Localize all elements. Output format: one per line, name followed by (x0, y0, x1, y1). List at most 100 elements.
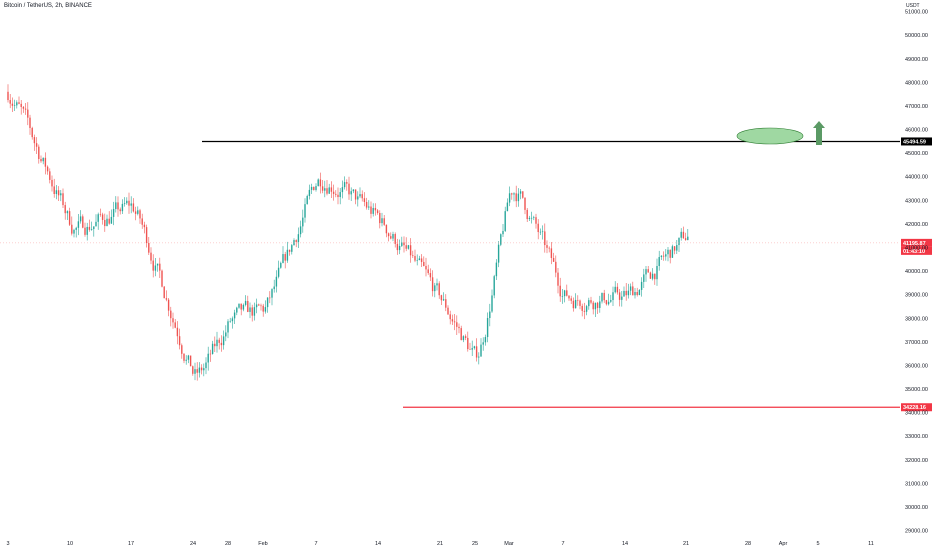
candle-body (214, 343, 216, 347)
time-tick-label: 10 (67, 541, 73, 547)
candle-body (280, 262, 282, 268)
candle-body (27, 109, 29, 118)
price-tick-label: 29000.00 (905, 529, 928, 535)
candle-body (605, 300, 608, 305)
candle-body (548, 247, 550, 249)
support-price-label-bg (901, 403, 932, 412)
candle-body (189, 355, 192, 367)
candle-body (645, 269, 647, 275)
candle-body (524, 197, 526, 210)
candle-body (610, 300, 612, 302)
candle-body (216, 339, 218, 347)
candle-body (304, 204, 306, 218)
up-arrow-icon[interactable] (813, 121, 825, 145)
candle-body (453, 321, 456, 323)
candle-body (539, 231, 542, 233)
time-tick-label: 28 (225, 541, 231, 547)
candle-body (614, 286, 616, 293)
time-tick-label: Mar (504, 541, 514, 547)
candle-body (71, 224, 73, 234)
candle-body (381, 218, 383, 224)
candle-body (143, 224, 146, 228)
candle-body (18, 102, 20, 104)
candle-body (77, 221, 80, 228)
candle-body (346, 182, 348, 184)
candle-body (482, 342, 484, 345)
candle-body (517, 193, 520, 202)
candle-body (174, 322, 176, 328)
candle-body (46, 166, 49, 172)
candle-body (249, 307, 251, 312)
candle-body (634, 292, 636, 296)
candle-body (374, 207, 377, 211)
candle-body (262, 305, 264, 312)
candle-body (233, 312, 236, 319)
candle-body (255, 304, 258, 308)
candle-body (592, 302, 594, 310)
candle-body (546, 245, 548, 248)
target-ellipse[interactable] (736, 127, 804, 145)
candle-body (24, 108, 27, 110)
candle-body (86, 226, 88, 235)
candle-body (515, 193, 517, 202)
price-tick-label: 49000.00 (905, 57, 928, 63)
candle-body (137, 210, 139, 214)
candle-body (44, 157, 47, 167)
candle-body (73, 229, 75, 234)
candle-body (172, 318, 174, 323)
candle-body (273, 286, 275, 290)
candle-body (108, 218, 110, 224)
candle-body (423, 261, 425, 266)
candle-body (462, 336, 465, 341)
candle-body (607, 301, 610, 305)
candle-body (636, 292, 638, 296)
candle-body (66, 211, 69, 214)
candle-body (152, 260, 154, 271)
candle-body (209, 353, 212, 355)
candle-body (244, 300, 247, 305)
candle-body (297, 234, 300, 242)
candle-body (497, 244, 500, 263)
candle-body (561, 296, 564, 297)
candle-body (478, 356, 480, 358)
candle-body (350, 191, 352, 195)
candle-body (535, 217, 537, 224)
candle-body (557, 272, 559, 286)
price-tick-label: 37000.00 (905, 340, 928, 346)
price-tick-label: 48000.00 (905, 80, 928, 86)
candle-body (75, 227, 77, 230)
candle-body (240, 303, 242, 310)
candle-body (449, 314, 451, 320)
candle-body (392, 234, 394, 239)
candle-body (117, 202, 119, 210)
candle-body (343, 182, 346, 188)
candle-body (365, 201, 368, 208)
candle-body (436, 283, 438, 286)
candle-body (563, 290, 566, 297)
price-tick-label: 43000.00 (905, 198, 928, 204)
candle-body (167, 299, 170, 311)
support-price-label: 34228.16 (903, 405, 926, 411)
candle-body (51, 179, 53, 187)
candle-body (33, 137, 36, 144)
resistance-price-label: 45494.59 (903, 139, 926, 145)
candle-body (508, 193, 511, 203)
time-tick-label: 21 (437, 541, 443, 547)
candle-body (673, 246, 676, 251)
candle-body (328, 187, 330, 194)
candle-body (407, 245, 410, 249)
candle-body (185, 359, 187, 361)
candle-body (139, 210, 141, 219)
candle-body (53, 186, 55, 194)
candle-body (599, 301, 601, 308)
last-price-label-bg (901, 238, 932, 247)
candle-body (264, 307, 267, 312)
candle-body (427, 269, 429, 274)
candle-body (579, 300, 581, 306)
candle-body (38, 146, 40, 159)
candle-body (310, 186, 313, 190)
time-tick-label: 7 (314, 541, 317, 547)
candle-body (291, 245, 293, 252)
candle-body (121, 203, 124, 212)
